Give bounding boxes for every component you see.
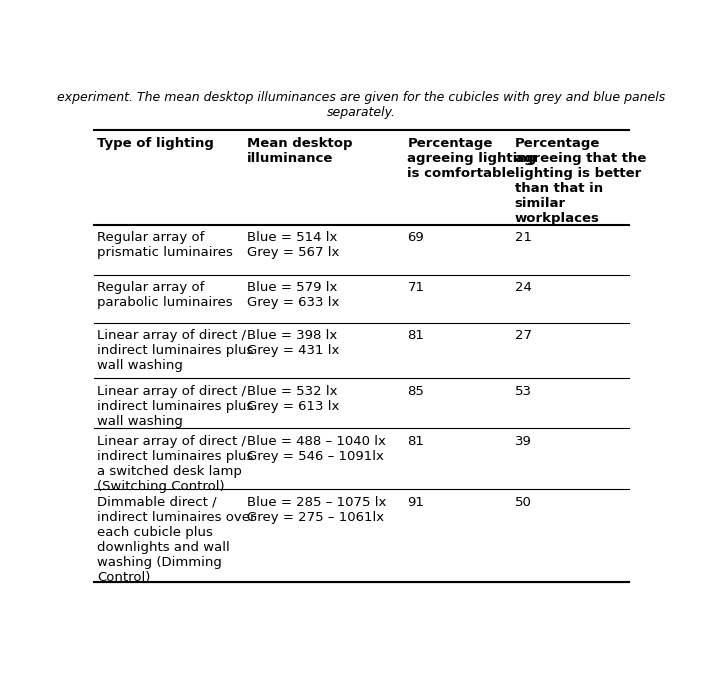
Text: 21: 21 [515, 231, 532, 244]
Text: 53: 53 [515, 385, 532, 398]
Text: Linear array of direct /
indirect luminaires plus
wall washing: Linear array of direct / indirect lumina… [97, 329, 253, 372]
Text: 71: 71 [407, 281, 424, 294]
Text: Blue = 488 – 1040 lx
Grey = 546 – 1091lx: Blue = 488 – 1040 lx Grey = 546 – 1091lx [247, 435, 386, 463]
Text: Linear array of direct /
indirect luminaires plus
a switched desk lamp
(Switchin: Linear array of direct / indirect lumina… [97, 435, 253, 493]
Text: Linear array of direct /
indirect luminaires plus
wall washing: Linear array of direct / indirect lumina… [97, 385, 253, 427]
Text: 81: 81 [407, 329, 424, 342]
Text: Blue = 579 lx
Grey = 633 lx: Blue = 579 lx Grey = 633 lx [247, 281, 339, 309]
Text: Regular array of
parabolic luminaires: Regular array of parabolic luminaires [97, 281, 233, 309]
Text: Regular array of
prismatic luminaires: Regular array of prismatic luminaires [97, 231, 233, 259]
Text: 50: 50 [515, 496, 532, 508]
Text: 81: 81 [407, 435, 424, 448]
Text: Percentage
agreeing lighting
is comfortable: Percentage agreeing lighting is comforta… [407, 137, 537, 180]
Text: Blue = 398 lx
Grey = 431 lx: Blue = 398 lx Grey = 431 lx [247, 329, 339, 357]
Text: 85: 85 [407, 385, 424, 398]
Text: Type of lighting: Type of lighting [97, 137, 214, 149]
Text: experiment. The mean desktop illuminances are given for the cubicles with grey a: experiment. The mean desktop illuminance… [57, 91, 666, 118]
Text: 27: 27 [515, 329, 532, 342]
Text: 24: 24 [515, 281, 532, 294]
Text: 91: 91 [407, 496, 424, 508]
Text: Blue = 285 – 1075 lx
Grey = 275 – 1061lx: Blue = 285 – 1075 lx Grey = 275 – 1061lx [247, 496, 386, 524]
Text: Blue = 514 lx
Grey = 567 lx: Blue = 514 lx Grey = 567 lx [247, 231, 339, 259]
Text: 39: 39 [515, 435, 532, 448]
Text: Blue = 532 lx
Grey = 613 lx: Blue = 532 lx Grey = 613 lx [247, 385, 339, 413]
Text: Dimmable direct /
indirect luminaires over
each cubicle plus
downlights and wall: Dimmable direct / indirect luminaires ov… [97, 496, 255, 584]
Text: Percentage
agreeing that the
lighting is better
than that in
similar
workplaces: Percentage agreeing that the lighting is… [515, 137, 646, 224]
Text: Mean desktop
illuminance: Mean desktop illuminance [247, 137, 352, 164]
Text: 69: 69 [407, 231, 424, 244]
